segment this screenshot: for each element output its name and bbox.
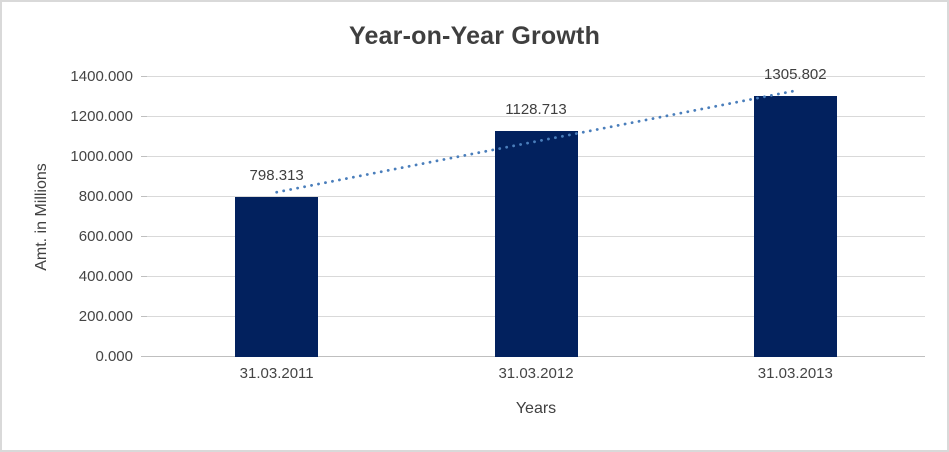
y-tick-mark [141, 116, 147, 117]
y-tick-label: 0.000 [95, 348, 133, 365]
bar [235, 197, 319, 357]
bar-data-label: 798.313 [249, 167, 304, 184]
y-tick-mark [141, 276, 147, 277]
x-tick-label: 31.03.2011 [239, 365, 314, 382]
x-axis-title: Years [515, 400, 557, 417]
bar-data-label: 1128.713 [505, 101, 567, 118]
y-tick-mark [141, 236, 147, 237]
bar-data-label: 1305.802 [764, 66, 827, 83]
chart-title: Year-on-Year Growth [348, 22, 601, 50]
x-tick-label: 31.03.2012 [498, 365, 574, 382]
y-tick-mark [141, 196, 147, 197]
trendline [275, 89, 797, 194]
y-tick-label: 400.000 [78, 268, 133, 285]
x-tick-label: 31.03.2013 [757, 365, 833, 382]
gridline [147, 76, 925, 77]
y-tick-label: 600.000 [78, 228, 133, 245]
y-tick-mark [141, 76, 147, 77]
y-tick-label: 200.000 [78, 308, 133, 325]
y-tick-label: 1400.000 [70, 68, 133, 85]
y-tick-mark [141, 356, 147, 357]
y-axis-tick-labels: 0.000 200.000 400.000 600.000 800.000 1000.00… [2, 68, 133, 365]
gridline [147, 116, 925, 117]
y-tick-label: 1000.000 [70, 148, 133, 165]
y-tick-mark [141, 316, 147, 317]
trendline-dotted-line [275, 89, 797, 194]
y-tick-label: 1200.000 [70, 108, 133, 125]
bar [753, 96, 837, 357]
y-tick-mark [141, 156, 147, 157]
bar [494, 131, 578, 357]
plot-area: 798.313 31.03.2011 1128.713 31.03.2012 1305.… [141, 66, 925, 382]
y-tick-label: 800.000 [78, 188, 133, 205]
